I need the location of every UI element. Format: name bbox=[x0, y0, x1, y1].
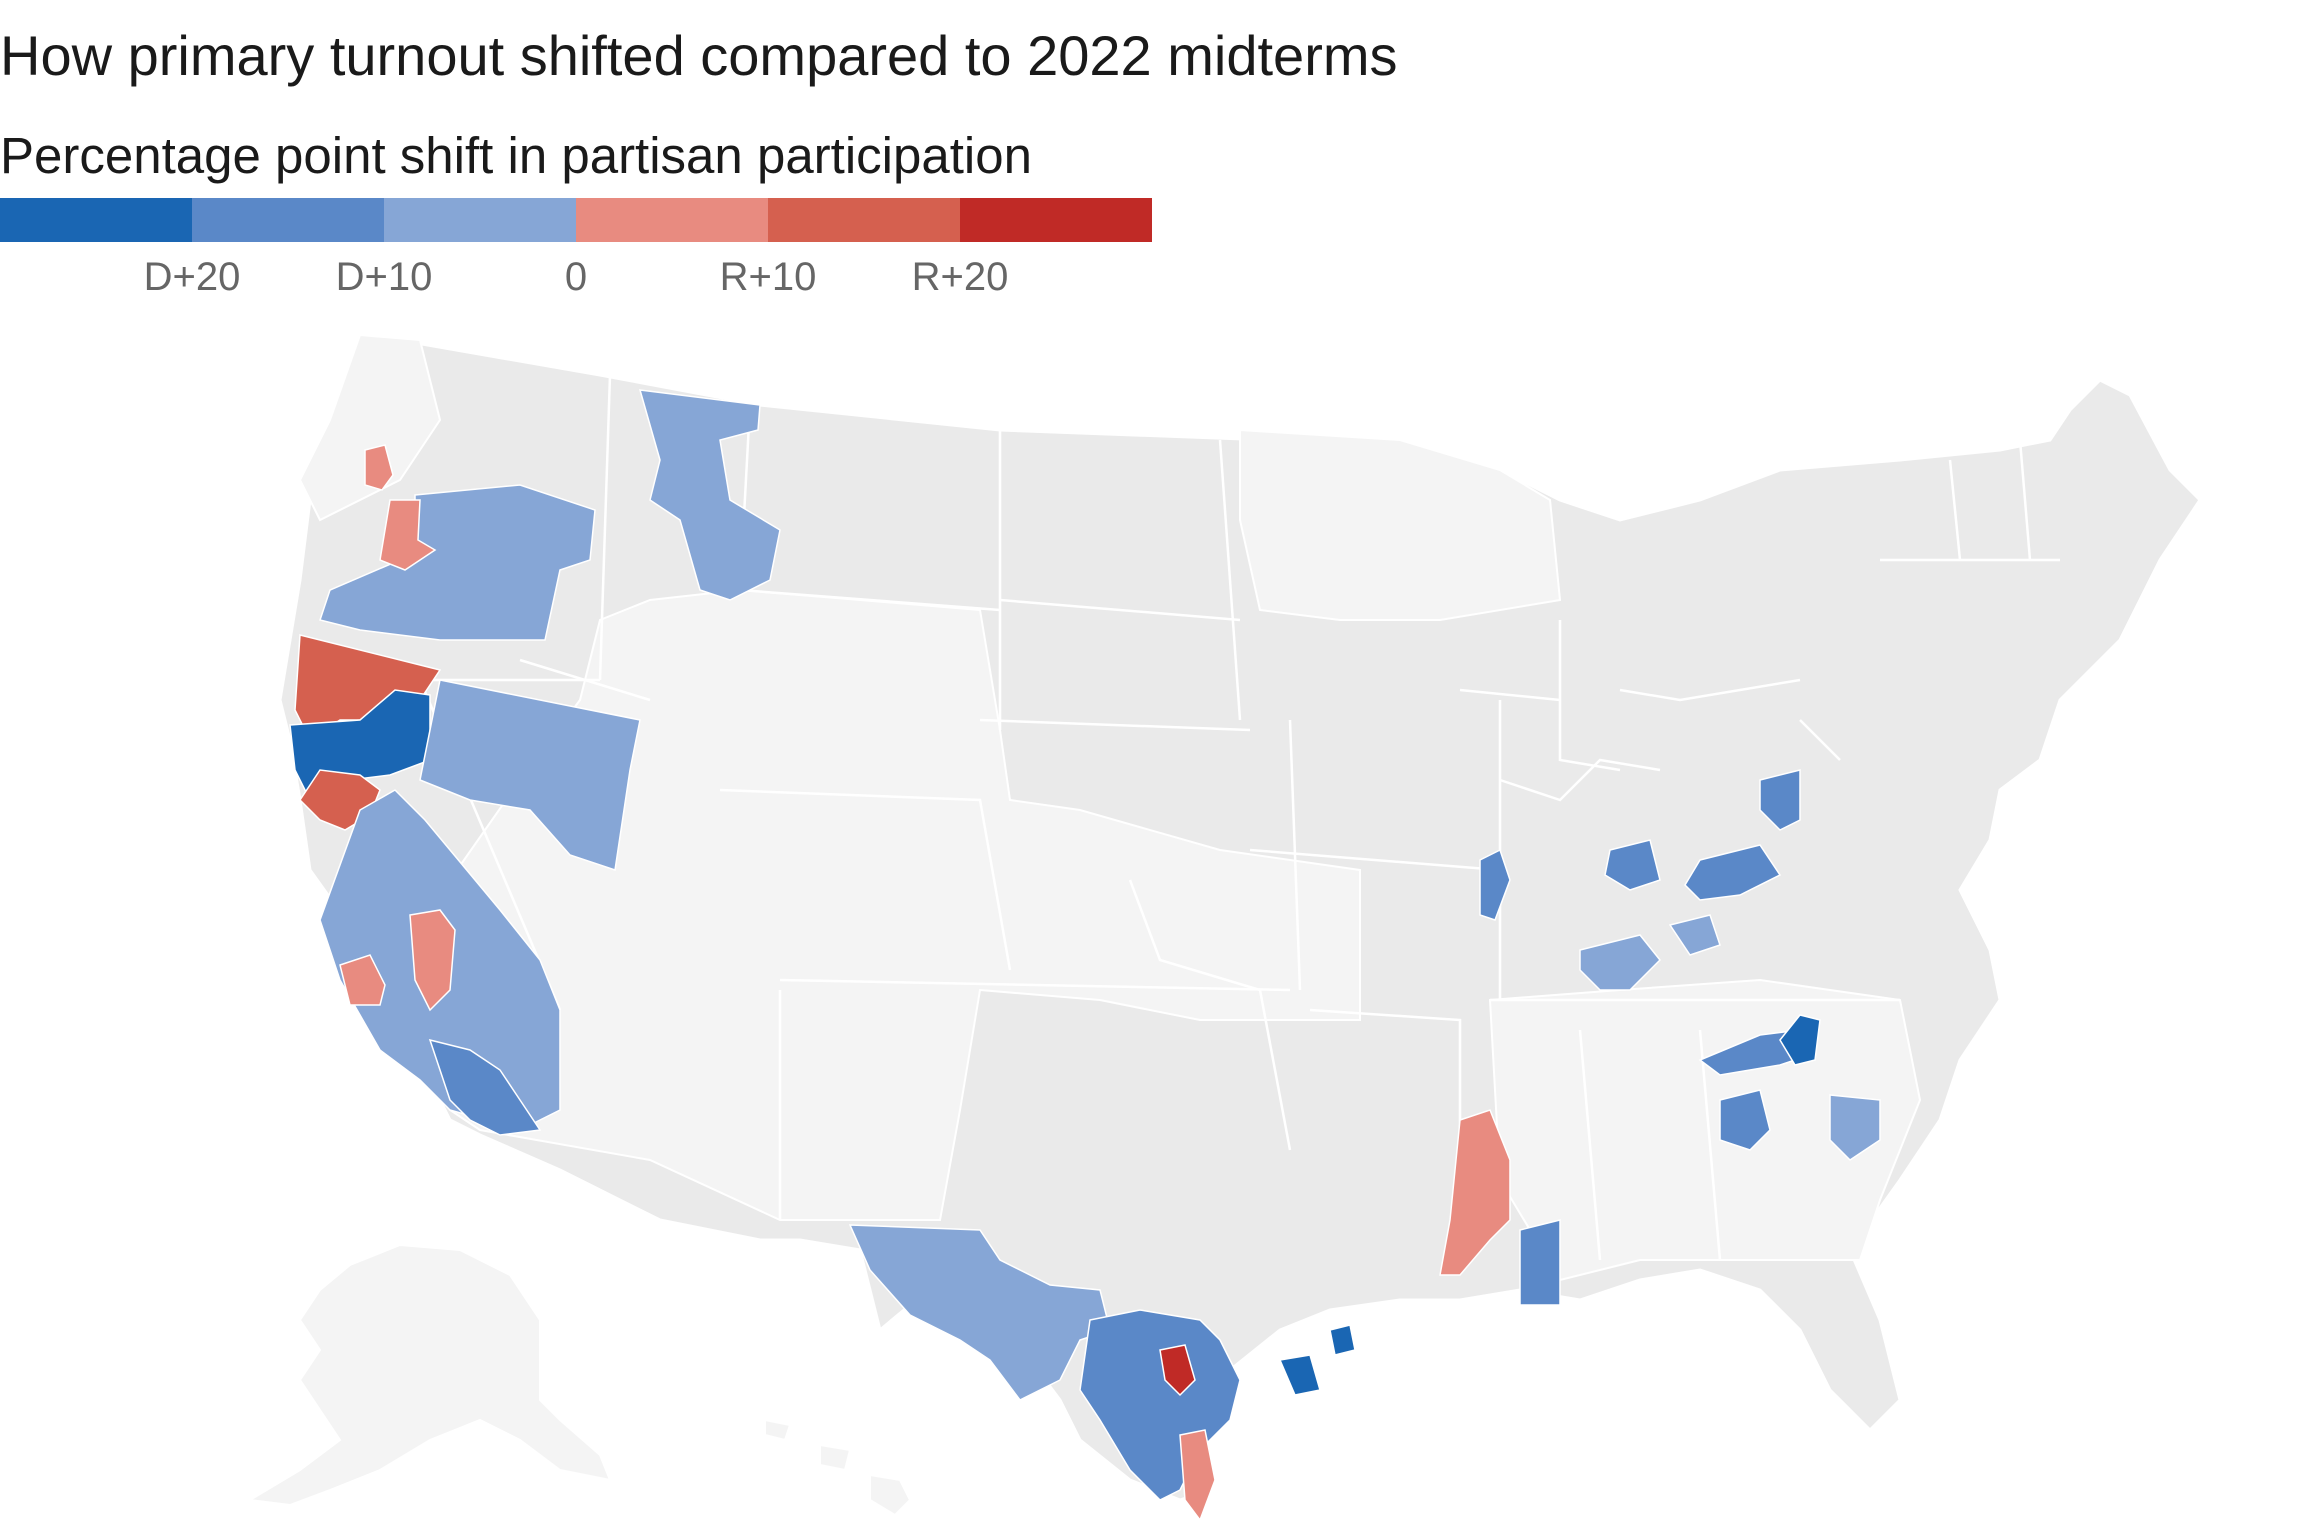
district-south-texas bbox=[1179, 1429, 1216, 1522]
us-district-map bbox=[247, 333, 2202, 1522]
legend-tick-zero: 0 bbox=[564, 255, 588, 299]
legend-swatch-d10 bbox=[384, 198, 576, 242]
district-central-texas bbox=[1079, 1309, 1241, 1501]
district-oregon-central-west bbox=[379, 499, 437, 571]
district-california-central-coast bbox=[339, 909, 456, 1012]
district-montana-west bbox=[638, 389, 781, 601]
district-nevada bbox=[419, 679, 641, 871]
legend-swatch-r10 bbox=[576, 198, 768, 242]
district-layer bbox=[289, 389, 1881, 1522]
legend-tick-d10: D+10 bbox=[335, 255, 433, 299]
chart-title: How primary turnout shifted compared to … bbox=[0, 24, 1398, 87]
district-southern-california bbox=[428, 1038, 542, 1136]
district-north-carolina bbox=[1719, 1089, 1771, 1151]
legend-color-bar bbox=[0, 198, 1152, 242]
district-virginia-central bbox=[1779, 1014, 1821, 1066]
district-illinois bbox=[1479, 848, 1511, 921]
district-alabama bbox=[1519, 1219, 1561, 1306]
midwest-light-band bbox=[1239, 428, 1562, 621]
legend-swatch-d30 bbox=[0, 198, 192, 242]
legend-swatch-r20 bbox=[768, 198, 960, 242]
legend-tick-labels: D+20 D+10 0 R+10 R+20 bbox=[0, 255, 1152, 311]
district-mississippi bbox=[1439, 1109, 1511, 1276]
chart-subtitle: Percentage point shift in partisan parti… bbox=[0, 127, 1032, 184]
district-austin bbox=[1159, 1344, 1196, 1397]
district-houston-coast bbox=[1278, 1324, 1356, 1396]
hawaii-shape bbox=[764, 1418, 912, 1517]
west-coast-light-band bbox=[298, 333, 442, 522]
district-oregon-north-coast bbox=[364, 444, 394, 491]
legend-tick-d20: D+20 bbox=[143, 255, 241, 299]
legend-swatch-d20 bbox=[192, 198, 384, 242]
district-indiana bbox=[1604, 839, 1661, 891]
district-ohio bbox=[1684, 769, 1801, 901]
legend-tick-r20: R+20 bbox=[911, 255, 1009, 299]
state-boundaries bbox=[329, 374, 2060, 1261]
legend-swatch-r30 bbox=[960, 198, 1152, 242]
district-kentucky bbox=[1579, 914, 1721, 991]
alaska-shape bbox=[247, 1243, 612, 1507]
district-west-texas bbox=[848, 1224, 1111, 1401]
district-south-carolina bbox=[1829, 1094, 1881, 1161]
legend-tick-r10: R+10 bbox=[719, 255, 817, 299]
